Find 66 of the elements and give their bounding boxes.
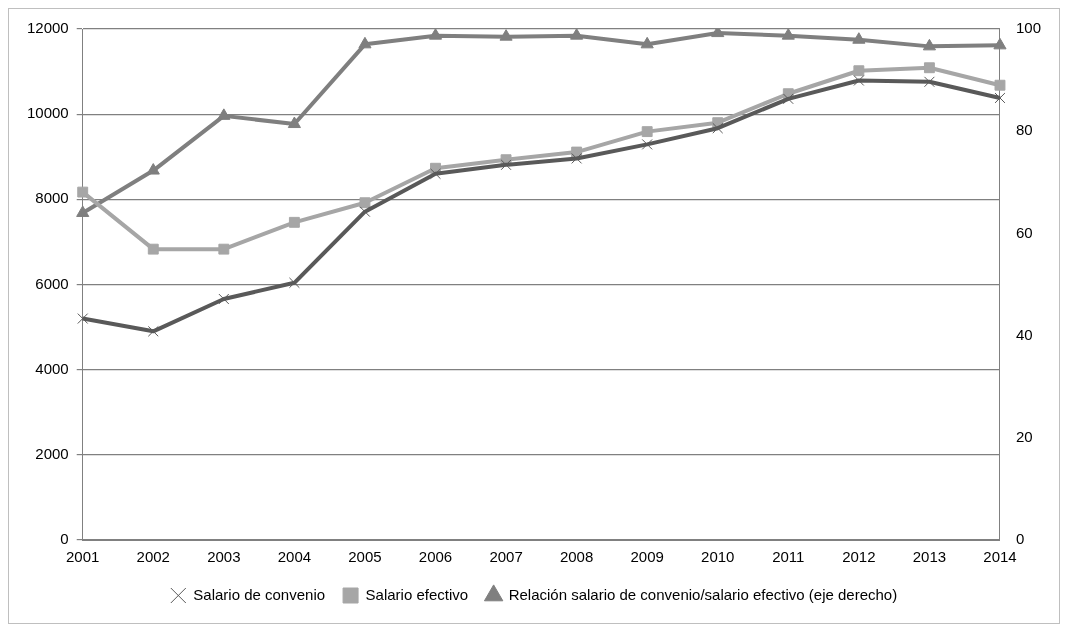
y2-tick-label: 40	[1015, 325, 1033, 343]
x-tick-label: 2010	[701, 548, 735, 566]
y2-tick-label: 20	[1015, 427, 1033, 445]
x-tick-label: 2014	[983, 548, 1017, 566]
y-tick-label: 10000	[26, 104, 69, 122]
y-tick-label: 2000	[35, 444, 69, 462]
y2-tick-label: 60	[1015, 223, 1033, 241]
point	[853, 65, 865, 77]
point	[146, 163, 160, 175]
point	[641, 138, 653, 150]
point	[994, 92, 1006, 104]
x-tick-label: 2011	[772, 548, 805, 566]
point	[147, 243, 159, 255]
point	[782, 93, 794, 105]
x-tick-label: 2007	[489, 548, 523, 566]
point	[993, 37, 1007, 50]
point	[640, 36, 654, 49]
point	[287, 116, 301, 129]
y-tick-label: 8000	[35, 189, 69, 207]
point	[570, 29, 584, 40]
point	[923, 76, 935, 88]
legend-label: Salario de convenio	[193, 585, 326, 603]
point	[641, 126, 653, 138]
point	[77, 313, 89, 325]
point	[499, 29, 513, 41]
point	[288, 216, 300, 228]
point	[359, 197, 371, 209]
legend-label: Relación salario de convenio/salario efectivo (eje derecho)	[508, 585, 898, 603]
y2-tick-label: 80	[1015, 121, 1033, 139]
point	[781, 29, 795, 40]
x-tick-label: 2013	[912, 548, 947, 566]
point	[359, 206, 371, 218]
point	[571, 153, 583, 164]
point	[994, 79, 1006, 91]
point	[288, 277, 300, 289]
y-tick-label: 6000	[35, 274, 69, 292]
x-tick-label: 2005	[348, 548, 382, 566]
point	[76, 205, 90, 217]
point	[853, 75, 865, 86]
x-tick-label: 2009	[630, 548, 664, 566]
point	[500, 159, 512, 171]
point	[922, 38, 936, 51]
y-tick-label: 0	[60, 530, 69, 548]
y-tick-label: 12000	[26, 19, 69, 37]
x-tick-label: 2006	[418, 548, 453, 566]
point	[358, 36, 372, 49]
point	[217, 108, 231, 120]
x-tick-label: 2001	[66, 548, 100, 566]
point	[218, 293, 230, 305]
point	[77, 186, 89, 198]
x-tick-label: 2002	[136, 548, 170, 566]
point	[218, 243, 230, 255]
y2-tick-label: 100	[1015, 19, 1041, 37]
x-tick-label: 2012	[842, 548, 876, 566]
x-tick-label: 2003	[207, 548, 241, 566]
point	[430, 168, 441, 180]
point	[712, 122, 724, 134]
legend-label: Salario efectivo	[365, 585, 469, 603]
point	[923, 62, 935, 74]
point	[852, 32, 866, 44]
x-tick-label: 2004	[277, 548, 312, 566]
x-tick-label: 2008	[559, 548, 594, 566]
y2-tick-label: 0	[1015, 530, 1025, 548]
y-tick-label: 4000	[35, 359, 69, 377]
point	[428, 29, 443, 40]
point	[147, 325, 159, 337]
